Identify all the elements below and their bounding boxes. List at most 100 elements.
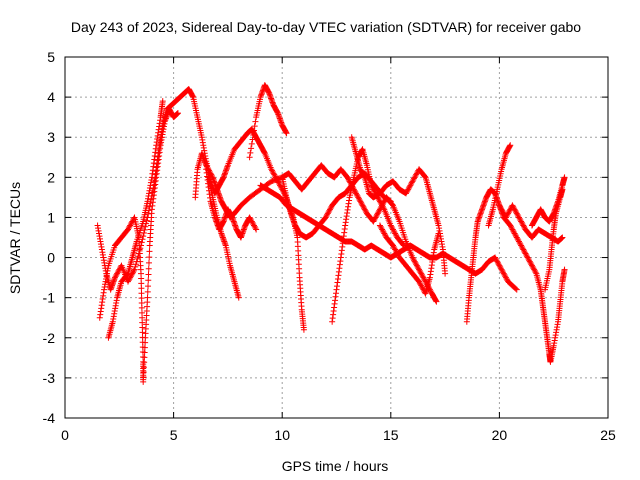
plus-marker (499, 267, 506, 274)
plus-marker (375, 209, 382, 216)
plus-marker (418, 283, 425, 290)
plus-marker (497, 203, 504, 210)
plus-marker (131, 266, 138, 273)
plus-marker (517, 217, 524, 224)
plus-marker (389, 242, 396, 249)
series-track-12 (376, 222, 442, 297)
plus-marker (283, 130, 290, 137)
plus-marker (353, 190, 360, 197)
plus-marker (127, 274, 134, 281)
plus-marker (268, 166, 275, 173)
plus-marker (505, 210, 512, 217)
x-tick-label: 5 (170, 427, 178, 443)
series-track-4 (192, 150, 440, 305)
plus-marker (113, 271, 120, 278)
plus-marker (142, 223, 149, 230)
plus-marker (515, 213, 522, 220)
plus-marker (513, 209, 520, 216)
plus-marker (502, 274, 509, 281)
plus-marker (359, 202, 366, 209)
series-track-3 (105, 98, 166, 341)
plus-marker (521, 249, 528, 256)
plus-marker (391, 245, 398, 252)
plus-marker (325, 209, 332, 216)
plus-marker (515, 237, 522, 244)
plus-marker (512, 207, 519, 214)
plus-marker (322, 214, 329, 221)
plus-marker (523, 253, 530, 260)
y-tick-label: -3 (43, 370, 56, 386)
plus-marker (251, 223, 258, 230)
series-track-14 (485, 142, 514, 229)
plus-marker (368, 182, 375, 189)
axis-ticks: 0 5 10 15 20 25 -4 -3 -2 -1 0 1 2 3 4 5 (43, 49, 616, 443)
plus-marker (512, 231, 519, 238)
plus-marker (407, 182, 414, 189)
plus-marker (413, 170, 420, 177)
plus-marker (362, 207, 369, 214)
plus-marker (377, 199, 384, 206)
plus-marker (390, 227, 397, 234)
plus-marker (421, 275, 428, 282)
plus-marker (124, 226, 131, 233)
plus-marker (519, 221, 526, 228)
plus-marker (159, 98, 166, 105)
plus-marker (355, 195, 362, 202)
plus-marker (417, 269, 424, 276)
plus-marker (127, 221, 134, 228)
plus-marker (111, 274, 118, 281)
plus-marker (370, 186, 377, 193)
plus-marker (371, 187, 378, 194)
plus-marker (379, 226, 386, 233)
plus-marker (138, 239, 145, 246)
plus-marker (492, 255, 499, 262)
plus-marker (411, 174, 418, 181)
plus-marker (561, 266, 568, 273)
plus-marker (381, 230, 388, 237)
plus-marker (521, 223, 528, 230)
series-track-13 (463, 186, 568, 365)
plus-marker (208, 171, 215, 178)
plus-marker (510, 205, 517, 212)
plus-marker (250, 222, 257, 229)
plus-marker (410, 255, 417, 262)
plus-marker (528, 262, 535, 269)
plus-marker (517, 241, 524, 248)
plus-marker (376, 222, 383, 229)
plus-marker (498, 266, 505, 273)
x-tick-label: 0 (61, 427, 69, 443)
data-points (94, 82, 568, 385)
plus-marker (416, 266, 423, 273)
plus-marker (413, 262, 420, 269)
plus-marker (139, 236, 146, 243)
plus-marker (358, 201, 365, 208)
plus-marker (369, 185, 376, 192)
plus-marker (114, 270, 121, 277)
plus-marker (250, 131, 257, 138)
plus-marker (519, 245, 526, 252)
plus-marker (132, 261, 139, 268)
plus-marker (114, 269, 121, 276)
plus-marker (529, 263, 536, 270)
plus-marker (250, 221, 257, 228)
chart-title: Day 243 of 2023, Sidereal Day-to-day VTE… (71, 19, 581, 35)
plus-marker (433, 298, 440, 305)
plus-marker (324, 211, 331, 218)
plus-marker (269, 168, 276, 175)
plus-marker (379, 202, 386, 209)
grid-lines (65, 57, 608, 418)
plus-marker (248, 217, 255, 224)
plus-marker (246, 214, 253, 221)
plus-marker (389, 226, 396, 233)
plus-marker (203, 163, 210, 170)
x-axis-label: GPS time / hours (282, 458, 389, 474)
plus-marker (390, 243, 397, 250)
plus-marker (400, 241, 407, 248)
plus-marker (356, 197, 363, 204)
plus-marker (510, 203, 517, 210)
plus-marker (146, 248, 153, 255)
plus-marker (132, 263, 139, 270)
plus-marker (144, 288, 151, 295)
